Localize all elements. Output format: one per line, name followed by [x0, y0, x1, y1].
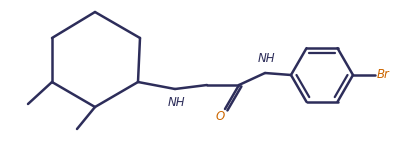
Text: NH: NH [167, 96, 185, 109]
Text: O: O [215, 110, 225, 123]
Text: NH: NH [257, 52, 275, 65]
Text: Br: Br [377, 69, 390, 82]
